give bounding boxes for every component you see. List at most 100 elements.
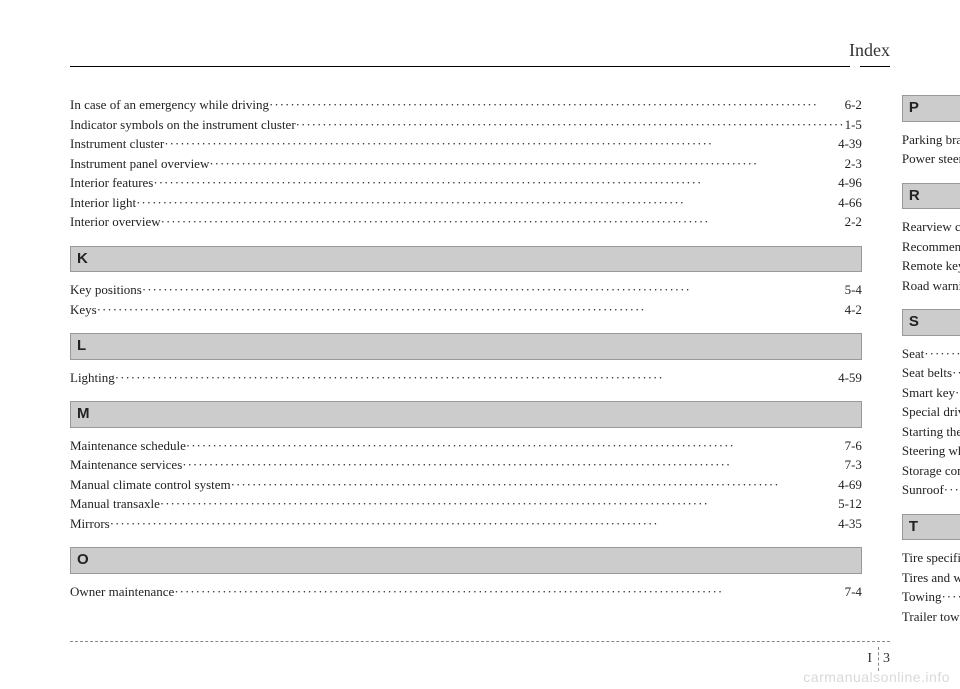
entry-leader — [115, 368, 838, 388]
index-entry: Towing 6-15 — [902, 587, 960, 607]
entry-label: Road warning — [902, 276, 960, 296]
entry-label: Interior features — [70, 173, 153, 193]
entry-page: 6-2 — [845, 95, 862, 115]
index-entry: Interior light 4-66 — [70, 193, 862, 213]
entry-leader — [153, 173, 838, 193]
index-entry: Rearview camera4-58 — [902, 217, 960, 237]
entry-label: Tires and wheels — [902, 568, 960, 588]
entry-label: Owner maintenance — [70, 582, 174, 602]
entry-page: 2-2 — [845, 212, 862, 232]
index-entry: Smart key 4-6 — [902, 383, 960, 403]
index-entry: Instrument cluster 4-39 — [70, 134, 862, 154]
entry-page: 7-3 — [845, 455, 862, 475]
entry-label: Lighting — [70, 368, 115, 388]
index-entry: Starting the engine 5-9 — [902, 422, 960, 442]
watermark: carmanualsonline.info — [803, 669, 950, 685]
entry-label: Indicator symbols on the instrument clus… — [70, 115, 296, 135]
entry-label: In case of an emergency while driving — [70, 95, 269, 115]
entry-page: 4-2 — [845, 300, 862, 320]
index-entry: Road warning6-2 — [902, 276, 960, 296]
section-header-k: K — [70, 246, 862, 273]
entry-page: 1-5 — [845, 115, 862, 135]
index-entry: Maintenance schedule7-6 — [70, 436, 862, 456]
page-footer: I 3 — [70, 641, 890, 671]
entry-label: Rearview camera — [902, 217, 960, 237]
entry-page: 4-69 — [838, 475, 862, 495]
entry-page: 5-4 — [845, 280, 862, 300]
header-rule — [70, 66, 850, 67]
index-entry: Instrument panel overview 2-3 — [70, 154, 862, 174]
index-entry: Storage compartment 4-88 — [902, 461, 960, 481]
entry-leader — [142, 280, 845, 300]
entry-label: Starting the engine — [902, 422, 960, 442]
footer-section: I — [867, 651, 872, 667]
entry-page: 4-59 — [838, 368, 862, 388]
index-entry: Lighting 4-59 — [70, 368, 862, 388]
entry-label: Maintenance services — [70, 455, 182, 475]
entry-label: Steering wheel — [902, 441, 960, 461]
page-header: Index — [70, 40, 890, 80]
entry-label: Instrument panel overview — [70, 154, 209, 174]
entry-page: 4-35 — [838, 514, 862, 534]
index-entry: Manual climate control system 4-69 — [70, 475, 862, 495]
entry-label: Storage compartment — [902, 461, 960, 481]
index-entry: Indicator symbols on the instrument clus… — [70, 115, 862, 135]
index-entry: Seat3-2 — [902, 344, 960, 364]
index-entry: Recommended lubricants and capacities8-4 — [902, 237, 960, 257]
content-columns: In case of an emergency while driving 6-2… — [70, 95, 890, 626]
entry-page: 7-6 — [845, 436, 862, 456]
entry-label: Key positions — [70, 280, 142, 300]
entry-label: Towing — [902, 587, 942, 607]
entry-label: Mirrors — [70, 514, 110, 534]
index-entry: Keys 4-2 — [70, 300, 862, 320]
index-entry: Power steering fluid7-29 — [902, 149, 960, 169]
entry-leader — [924, 344, 960, 364]
left-column: In case of an emergency while driving 6-2… — [70, 95, 862, 626]
section-header-m: M — [70, 401, 862, 428]
entry-label: Seat belts — [902, 363, 952, 383]
index-entry: Trailer towing5-45 — [902, 607, 960, 627]
entry-leader — [186, 436, 845, 456]
section-header-l: L — [70, 333, 862, 360]
entry-label: Manual transaxle — [70, 494, 160, 514]
entry-page: 2-3 — [845, 154, 862, 174]
section-header-t: T — [902, 514, 960, 541]
entry-page: 4-39 — [838, 134, 862, 154]
entry-label: Parking brake — [902, 130, 960, 150]
index-entry: Maintenance services 7-3 — [70, 455, 862, 475]
entry-label: Interior overview — [70, 212, 161, 232]
index-entry: Parking brake 7-31 — [902, 130, 960, 150]
entry-label: Special driving conditions — [902, 402, 960, 422]
entry-label: Tire specification and pressure label — [902, 548, 960, 568]
entry-leader — [110, 514, 838, 534]
entry-label: Sunroof — [902, 480, 944, 500]
index-page: Index In case of an emergency while driv… — [0, 0, 960, 646]
footer-divider — [878, 647, 879, 671]
entry-leader — [209, 154, 844, 174]
index-entry: Interior features4-96 — [70, 173, 862, 193]
entry-leader — [955, 383, 960, 403]
index-entry: Manual transaxle5-12 — [70, 494, 862, 514]
index-entry: Seat belts 3-15 — [902, 363, 960, 383]
entry-label: Smart key — [902, 383, 955, 403]
entry-label: Manual climate control system — [70, 475, 231, 495]
entry-label: Remote keyless entry — [902, 256, 960, 276]
entry-leader — [97, 300, 845, 320]
entry-leader — [164, 134, 838, 154]
header-title: Index — [849, 40, 890, 61]
entry-page: 4-66 — [838, 193, 862, 213]
section-header-o: O — [70, 547, 862, 574]
right-column: PParking brake 7-31Power steering fluid7… — [902, 95, 960, 626]
index-entry: Key positions 5-4 — [70, 280, 862, 300]
index-entry: Tire specification and pressure label 8-… — [902, 548, 960, 568]
entry-label: Power steering fluid — [902, 149, 960, 169]
entry-label: Instrument cluster — [70, 134, 164, 154]
entry-label: Recommended lubricants and capacities — [902, 237, 960, 257]
entry-page: 7-4 — [845, 582, 862, 602]
entry-leader — [160, 494, 838, 514]
entry-leader — [952, 363, 960, 383]
index-entry: Owner maintenance 7-4 — [70, 582, 862, 602]
index-entry: Special driving conditions 5-39 — [902, 402, 960, 422]
entry-leader — [161, 212, 845, 232]
entry-leader — [944, 480, 960, 500]
